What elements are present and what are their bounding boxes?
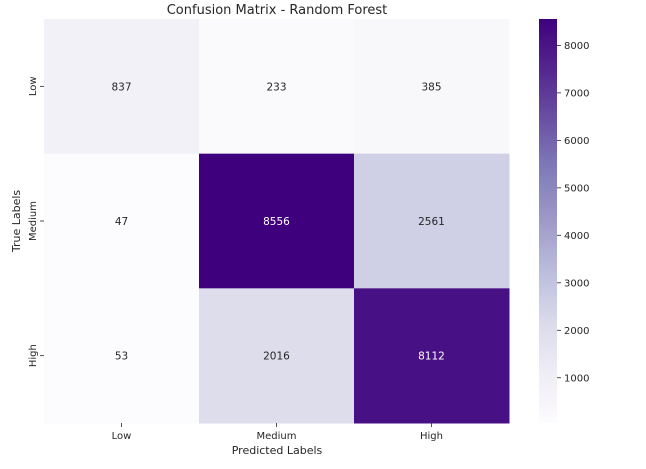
heatmap-cell: [199, 153, 355, 289]
colorbar-tick-label: 8000: [564, 41, 589, 52]
cell-value-label: 837: [111, 81, 131, 93]
colorbar-tick-label: 7000: [564, 88, 589, 99]
heatmap-cell: [199, 288, 355, 424]
cell-value-label: 2561: [418, 216, 445, 228]
heatmap-cell: [354, 288, 510, 424]
colorbar-tick-label: 3000: [564, 278, 589, 289]
cell-value-label: 53: [115, 351, 128, 363]
colorbar-tick-label: 4000: [564, 231, 589, 242]
x-tick-label: High: [420, 431, 443, 442]
heatmap-cell: [354, 153, 510, 289]
y-axis-ticks: Low Medium High: [28, 76, 44, 367]
colorbar-tick-label: 2000: [564, 326, 589, 337]
heatmap-cell: [44, 153, 200, 289]
x-tick-label: Low: [112, 431, 132, 442]
x-axis-label: Predicted Labels: [232, 444, 323, 457]
colorbar-tick-label: 5000: [564, 183, 589, 194]
colorbar: [539, 19, 557, 423]
heatmap-cells: 837 233 385 47 8556 2561 53 2016 8112: [44, 19, 510, 424]
cell-value-label: 47: [115, 216, 128, 228]
heatmap-cell: [44, 19, 200, 155]
colorbar-tick-label: 1000: [564, 373, 589, 384]
cell-value-label: 8556: [263, 216, 290, 228]
cell-value-label: 385: [421, 81, 441, 93]
y-tick-label: High: [28, 344, 39, 367]
heatmap-cell: [354, 19, 510, 155]
x-tick-label: Medium: [257, 431, 297, 442]
y-axis-label: True Labels: [10, 190, 23, 254]
colorbar-ticks: 1000 2000 3000 4000 5000 6000 7000 8000: [557, 41, 589, 384]
heatmap-cell: [44, 288, 200, 424]
heatmap-cell: [199, 19, 355, 155]
cell-value-label: 8112: [418, 351, 445, 363]
colorbar-tick-label: 6000: [564, 136, 589, 147]
y-tick-label: Medium: [28, 201, 39, 241]
x-axis-ticks: Low Medium High: [112, 423, 443, 442]
cell-value-label: 233: [266, 81, 286, 93]
cell-value-label: 2016: [263, 351, 290, 363]
y-tick-label: Low: [28, 76, 39, 96]
chart-title: Confusion Matrix - Random Forest: [167, 3, 388, 18]
